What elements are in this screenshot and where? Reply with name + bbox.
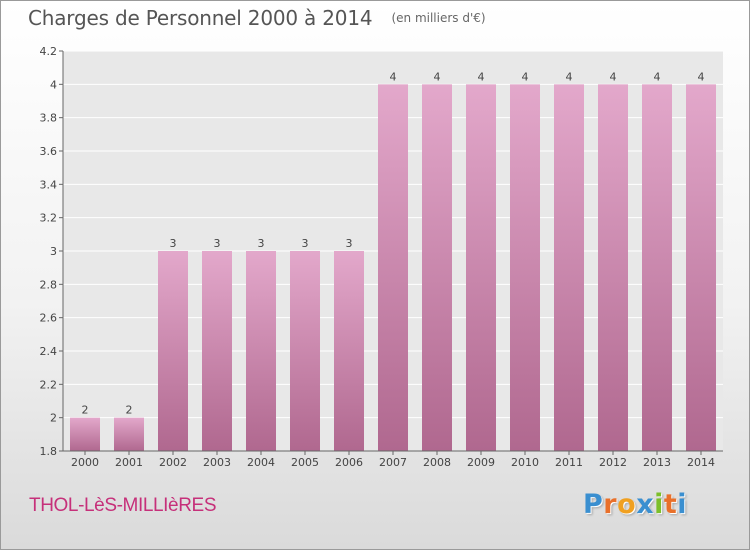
chart-subtitle: (en milliers d'€) xyxy=(391,11,486,25)
data-label-2007: 4 xyxy=(390,70,397,83)
x-tick-label: 2013 xyxy=(643,456,671,469)
data-label-2009: 4 xyxy=(478,70,485,83)
title-row: Charges de Personnel 2000 à 2014 (en mil… xyxy=(28,6,486,30)
data-label-2002: 3 xyxy=(170,237,177,250)
data-label-2003: 3 xyxy=(214,237,221,250)
data-label-2011: 4 xyxy=(566,70,573,83)
x-tick-label: 2000 xyxy=(71,456,99,469)
x-tick-label: 2006 xyxy=(335,456,363,469)
data-label-2014: 4 xyxy=(698,70,705,83)
x-tick-label: 2007 xyxy=(379,456,407,469)
data-label-2012: 4 xyxy=(610,70,617,83)
y-tick-label: 2.8 xyxy=(40,278,58,291)
x-axis: 2000 2001 2002 2003 2004 2005 2006 2007 2008 2009… xyxy=(63,450,723,469)
bars xyxy=(70,84,716,451)
y-tick-label: 3.2 xyxy=(40,212,58,225)
logo-letter: t xyxy=(663,489,678,520)
bar-2010 xyxy=(510,84,540,451)
bar-2004 xyxy=(246,251,276,451)
bar-2006 xyxy=(334,251,364,451)
y-tick-label: 1.8 xyxy=(40,445,58,458)
bar-2011 xyxy=(554,84,584,451)
chart-title: Charges de Personnel 2000 à 2014 xyxy=(28,6,373,30)
y-tick-label: 4.2 xyxy=(40,45,58,58)
x-tick-label: 2002 xyxy=(159,456,187,469)
bar-2012 xyxy=(598,84,628,451)
bar-2003 xyxy=(202,251,232,451)
logo-letter: r xyxy=(603,489,618,520)
y-tick-label: 4 xyxy=(50,78,57,91)
logo-letter: i xyxy=(654,489,664,520)
data-label-2008: 4 xyxy=(434,70,441,83)
y-tick-label: 2.4 xyxy=(40,345,58,358)
x-tick-label: 2004 xyxy=(247,456,275,469)
x-tick-label: 2011 xyxy=(555,456,583,469)
x-tick-label: 2003 xyxy=(203,456,231,469)
x-tick-label: 2010 xyxy=(511,456,539,469)
logo-letter: P xyxy=(583,489,604,520)
commune-name: THOL-LèS-MILLIèRES xyxy=(29,495,217,516)
data-labels: 2 2 3 3 3 3 3 4 4 4 4 4 4 4 4 xyxy=(82,70,705,416)
x-tick-label: 2014 xyxy=(687,456,715,469)
x-tick-label: 2012 xyxy=(599,456,627,469)
y-axis: 1.8 2 2.2 2.4 2.6 2.8 3 3.2 3.4 3.6 3.8 4 4.2 xyxy=(40,45,64,458)
bar-2013 xyxy=(642,84,672,451)
y-tick-label: 2.2 xyxy=(40,378,58,391)
data-label-2013: 4 xyxy=(654,70,661,83)
bar-2001 xyxy=(114,417,144,451)
y-tick-label: 2.6 xyxy=(40,312,58,325)
data-label-2005: 3 xyxy=(302,237,309,250)
x-tick-label: 2005 xyxy=(291,456,319,469)
logo-letter: i xyxy=(677,489,688,520)
y-tick-label: 2 xyxy=(50,412,57,425)
y-tick-label: 3.4 xyxy=(40,178,58,191)
bar-2005 xyxy=(290,251,320,451)
bar-2000 xyxy=(70,417,100,451)
data-label-2001: 2 xyxy=(126,404,133,417)
bar-2008 xyxy=(422,84,452,451)
y-tick-label: 3 xyxy=(50,245,57,258)
bar-2014 xyxy=(686,84,716,451)
x-tick-label: 2009 xyxy=(467,456,495,469)
bar-2009 xyxy=(466,84,496,451)
x-tick-label: 2008 xyxy=(423,456,451,469)
y-tick-label: 3.8 xyxy=(40,112,58,125)
bar-2002 xyxy=(158,251,188,451)
bar-2007 xyxy=(378,84,408,451)
data-label-2010: 4 xyxy=(522,70,529,83)
y-tick-label: 3.6 xyxy=(40,145,58,158)
data-label-2004: 3 xyxy=(258,237,265,250)
data-label-2006: 3 xyxy=(346,237,353,250)
proxiti-logo: Proxiti xyxy=(583,489,687,520)
logo-letter: o xyxy=(617,489,637,520)
data-label-2000: 2 xyxy=(82,404,89,417)
x-tick-label: 2001 xyxy=(115,456,143,469)
logo-letter: x xyxy=(636,489,655,520)
